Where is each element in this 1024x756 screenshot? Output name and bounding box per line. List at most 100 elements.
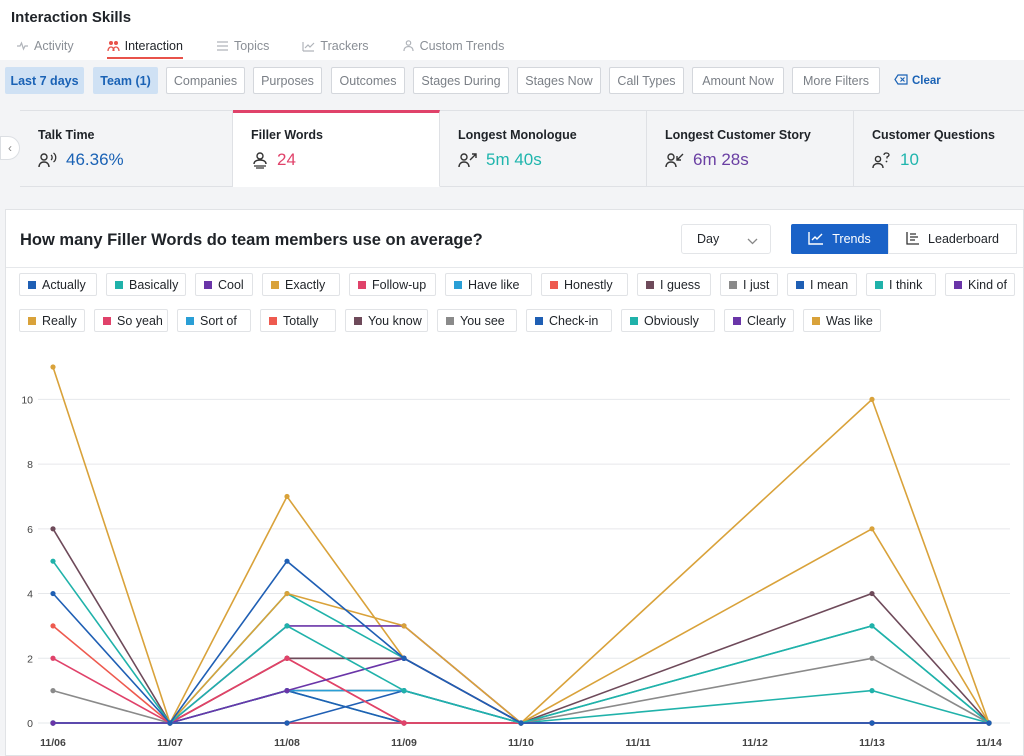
page-header: Interaction Skills Activity Interaction … bbox=[0, 0, 1024, 60]
series-line bbox=[52, 560, 989, 725]
tab-trackers-label: Trackers bbox=[320, 39, 369, 53]
filter-team[interactable]: Team (1) bbox=[93, 67, 158, 94]
data-point bbox=[401, 720, 407, 726]
data-point bbox=[50, 623, 56, 629]
trends-toggle-button[interactable]: Trends bbox=[791, 224, 888, 254]
data-point bbox=[401, 688, 407, 694]
legend-label: So yeah bbox=[117, 313, 163, 328]
card-longest-monologue[interactable]: Longest Monologue 5m 40s bbox=[440, 110, 647, 187]
interaction-icon bbox=[106, 40, 120, 52]
legend-item[interactable]: I guess bbox=[637, 273, 711, 296]
y-tick-label: 4 bbox=[27, 589, 33, 601]
legend-item[interactable]: I mean bbox=[787, 273, 857, 296]
series-line bbox=[53, 689, 989, 724]
filter-amount-now[interactable]: Amount Now bbox=[692, 67, 784, 94]
legend-item[interactable]: Really bbox=[19, 309, 85, 332]
legend-item[interactable]: Cool bbox=[195, 273, 253, 296]
legend-swatch bbox=[269, 316, 277, 325]
legend-label: Honestly bbox=[564, 277, 613, 292]
leaderboard-toggle-button[interactable]: Leaderboard bbox=[888, 224, 1017, 254]
topics-icon bbox=[216, 40, 229, 52]
legend-item[interactable]: I think bbox=[866, 273, 936, 296]
legend-swatch bbox=[875, 280, 883, 289]
chart-title: How many Filler Words do team members us… bbox=[20, 231, 483, 249]
legend-label: I guess bbox=[660, 277, 701, 292]
filter-stages-now[interactable]: Stages Now bbox=[517, 67, 601, 94]
x-tick-label: 11/10 bbox=[508, 737, 534, 749]
legend-item[interactable]: Kind of bbox=[945, 273, 1015, 296]
series-line bbox=[52, 528, 990, 725]
legend-item[interactable]: You know bbox=[345, 309, 428, 332]
filter-last-7-days[interactable]: Last 7 days bbox=[5, 67, 84, 94]
card-talk-time[interactable]: Talk Time 46.36% bbox=[20, 110, 233, 187]
filter-call-types[interactable]: Call Types bbox=[609, 67, 684, 94]
legend-item[interactable]: So yeah bbox=[94, 309, 168, 332]
activity-icon bbox=[16, 40, 29, 52]
legend-swatch bbox=[733, 316, 741, 325]
filter-outcomes[interactable]: Outcomes bbox=[331, 67, 405, 94]
legend-item[interactable]: Clearly bbox=[724, 309, 794, 332]
legend-item[interactable]: Was like bbox=[803, 309, 881, 332]
tab-custom-trends[interactable]: Custom Trends bbox=[402, 36, 505, 56]
legend-item[interactable]: Actually bbox=[19, 273, 97, 296]
filter-stages-during[interactable]: Stages During bbox=[413, 67, 509, 94]
card-value: 46.36% bbox=[66, 150, 124, 169]
card-value: 24 bbox=[277, 150, 296, 169]
tab-activity[interactable]: Activity bbox=[16, 36, 74, 56]
legend-item[interactable]: Have like bbox=[445, 273, 532, 296]
tab-custom-trends-label: Custom Trends bbox=[419, 39, 505, 53]
legend-item[interactable]: Basically bbox=[106, 273, 186, 296]
legend-item[interactable]: You see bbox=[437, 309, 517, 332]
tab-interaction[interactable]: Interaction bbox=[106, 36, 184, 59]
legend-swatch bbox=[646, 280, 654, 289]
card-longest-customer-story[interactable]: Longest Customer Story 6m 28s bbox=[647, 110, 854, 187]
x-tick-label: 11/14 bbox=[976, 737, 1002, 749]
filter-more-filters[interactable]: More Filters bbox=[792, 67, 880, 94]
legend-item[interactable]: Check-in bbox=[526, 309, 612, 332]
filter-companies[interactable]: Companies bbox=[166, 67, 245, 94]
chart-panel: How many Filler Words do team members us… bbox=[5, 209, 1024, 756]
card-filler-words[interactable]: Filler Words 24 bbox=[233, 110, 440, 187]
legend-item[interactable]: Totally bbox=[260, 309, 336, 332]
series-line bbox=[53, 689, 990, 724]
legend-swatch bbox=[535, 316, 543, 325]
legend-item[interactable]: Exactly bbox=[262, 273, 340, 296]
tab-trackers[interactable]: Trackers bbox=[302, 36, 369, 56]
legend-label: Sort of bbox=[200, 313, 237, 328]
filter-purposes[interactable]: Purposes bbox=[253, 67, 322, 94]
filter-bar: Last 7 days Team (1) Companies Purposes … bbox=[0, 60, 1024, 102]
tab-topics-label: Topics bbox=[233, 39, 270, 53]
data-point bbox=[401, 655, 407, 661]
clear-filters-button[interactable]: Clear bbox=[894, 67, 941, 94]
cards-scroll-left-icon[interactable]: ‹ bbox=[0, 136, 20, 160]
y-tick-label: 10 bbox=[21, 394, 33, 406]
legend-item[interactable]: I just bbox=[720, 273, 778, 296]
legend-label: Exactly bbox=[285, 277, 326, 292]
data-point bbox=[284, 720, 290, 726]
legend-item[interactable]: Sort of bbox=[177, 309, 251, 332]
y-tick-label: 2 bbox=[27, 653, 33, 665]
legend-label: You know bbox=[368, 313, 422, 328]
card-title: Longest Monologue bbox=[458, 128, 577, 142]
legend-item[interactable]: Obviously bbox=[621, 309, 715, 332]
tab-topics[interactable]: Topics bbox=[216, 36, 269, 56]
data-point bbox=[869, 688, 875, 694]
legend-item[interactable]: Honestly bbox=[541, 273, 628, 296]
clear-icon bbox=[894, 73, 908, 88]
card-title: Customer Questions bbox=[872, 128, 995, 142]
legend-swatch bbox=[550, 280, 558, 289]
customer-story-icon bbox=[665, 152, 685, 168]
card-value: 10 bbox=[900, 150, 919, 169]
legend-label: Totally bbox=[283, 313, 319, 328]
data-point bbox=[869, 590, 875, 597]
card-customer-questions[interactable]: Customer Questions 10 bbox=[854, 110, 1024, 187]
x-tick-label: 11/09 bbox=[391, 737, 417, 749]
customer-questions-icon bbox=[872, 151, 892, 169]
card-title: Longest Customer Story bbox=[665, 128, 811, 142]
card-value: 5m 40s bbox=[486, 150, 542, 169]
talk-time-icon bbox=[38, 152, 58, 168]
legend-item[interactable]: Follow-up bbox=[349, 273, 436, 296]
granularity-select[interactable]: Day bbox=[681, 224, 771, 254]
legend-swatch bbox=[103, 316, 111, 325]
custom-trends-icon bbox=[402, 40, 415, 52]
